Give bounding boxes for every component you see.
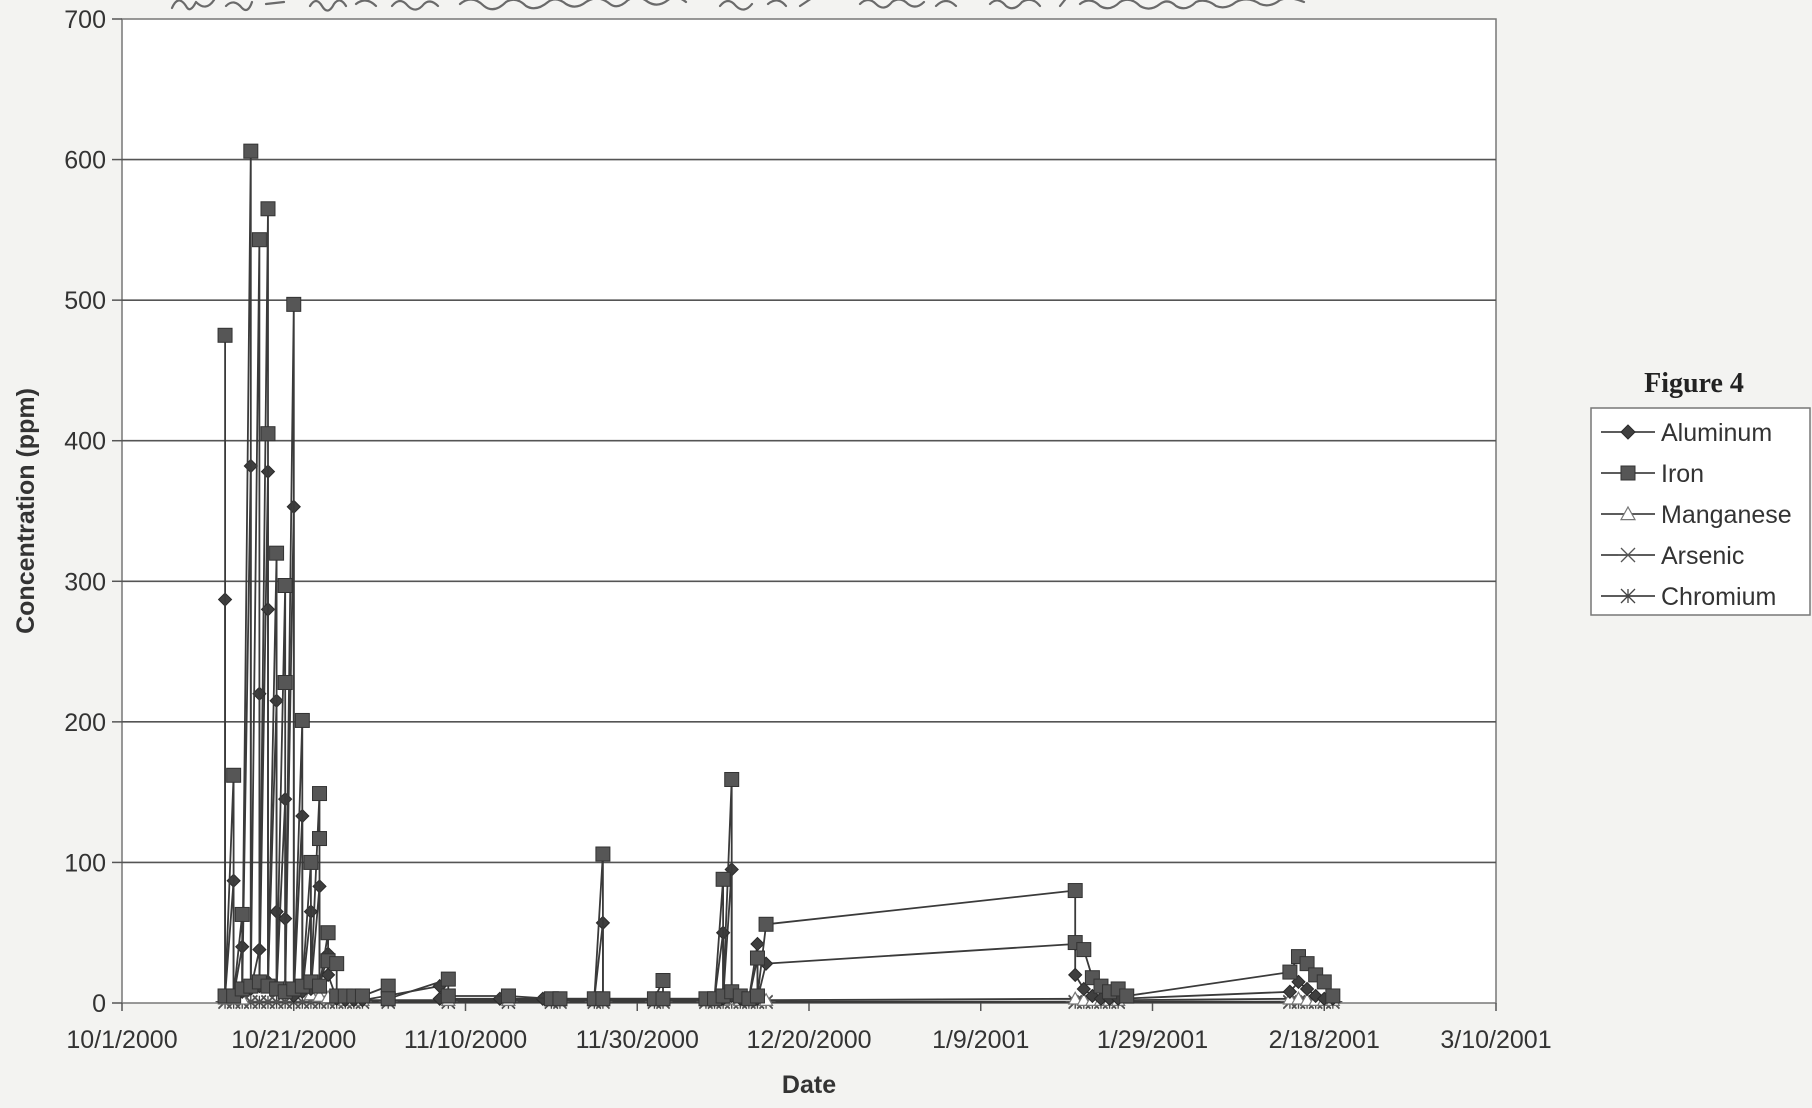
data-point-iron <box>749 950 765 966</box>
legend-marker <box>1620 588 1636 604</box>
data-point-iron <box>380 978 396 994</box>
y-tick-label: 700 <box>64 6 106 34</box>
data-point-iron <box>1299 956 1315 972</box>
series-iron <box>217 143 1341 1007</box>
legend-marker <box>1618 547 1638 563</box>
data-point-iron <box>1316 974 1332 990</box>
data-point-aluminum <box>1068 967 1083 983</box>
data-point-iron <box>277 578 293 594</box>
y-tick-label: 0 <box>92 990 106 1018</box>
y-tick-label: 200 <box>64 709 106 737</box>
data-point-aluminum <box>750 936 765 952</box>
data-point-manganese <box>1067 991 1083 1005</box>
x-axis-title: Date <box>782 1071 836 1099</box>
data-point-iron <box>1067 883 1083 899</box>
data-point-iron <box>1325 988 1341 1004</box>
y-tick-label: 500 <box>64 287 106 315</box>
data-point-iron <box>243 143 259 159</box>
series-layer <box>215 143 1343 1010</box>
x-tick-label: 1/29/2001 <box>1097 1026 1208 1054</box>
legend-label: Chromium <box>1661 583 1776 611</box>
legend-label: Iron <box>1661 460 1704 488</box>
data-point-iron <box>1076 942 1092 958</box>
data-point-iron <box>1119 988 1135 1004</box>
data-point-iron <box>260 201 276 217</box>
data-point-iron <box>655 973 671 989</box>
legend: Aluminum Iron Manganese Arsenic Chromium <box>1590 407 1811 616</box>
y-axis-title: Concentration (ppm) <box>12 388 40 634</box>
data-point-iron <box>234 906 250 922</box>
data-point-iron <box>303 854 319 870</box>
data-point-iron <box>286 296 302 312</box>
legend-label: Aluminum <box>1661 419 1772 447</box>
data-point-iron <box>217 327 233 343</box>
handwritten-caption <box>170 0 1306 12</box>
legend-marker <box>1619 505 1637 521</box>
labels: 0 100 200 300 400 500 600 700 10/1/2000 10/21/200… <box>12 6 1552 1099</box>
data-point-iron <box>226 767 242 783</box>
data-point-iron <box>595 991 611 1007</box>
axes <box>112 18 1497 1011</box>
data-point-iron <box>1282 964 1298 980</box>
data-point-iron <box>758 916 774 932</box>
data-point-iron <box>595 846 611 862</box>
data-point-aluminum <box>1282 984 1298 999</box>
plot-area <box>121 18 1497 1004</box>
data-point-iron <box>749 988 765 1004</box>
x-tick-label: 3/10/2001 <box>1440 1026 1551 1054</box>
legend-label: Manganese <box>1661 501 1792 529</box>
legend-item-chromium: Chromium <box>1601 583 1776 611</box>
data-point-manganese <box>1290 991 1307 1005</box>
data-point-iron <box>329 956 345 972</box>
data-point-aluminum <box>1299 981 1315 997</box>
y-tick-label: 100 <box>64 849 106 877</box>
data-point-iron <box>320 925 336 941</box>
data-point-aluminum <box>320 967 336 983</box>
y-tick-label: 300 <box>64 568 106 596</box>
x-tick-label: 11/30/2000 <box>576 1026 699 1054</box>
data-point-iron <box>312 786 328 802</box>
data-point-iron <box>269 545 285 561</box>
x-tick-label: 10/1/2000 <box>66 1026 177 1054</box>
data-point-iron <box>655 991 671 1007</box>
legend-item-aluminum: Aluminum <box>1601 419 1772 447</box>
data-point-iron <box>354 988 370 1004</box>
data-point-iron <box>251 232 267 248</box>
data-point-iron <box>552 991 568 1007</box>
legend-marker <box>1620 465 1636 481</box>
legend-item-arsenic: Arsenic <box>1601 542 1744 570</box>
data-point-iron <box>312 831 328 847</box>
data-point-manganese <box>311 988 328 1002</box>
legend-item-iron: Iron <box>1601 460 1704 488</box>
data-point-iron <box>500 988 516 1004</box>
data-point-iron <box>440 988 456 1004</box>
data-point-iron <box>294 712 310 728</box>
data-point-aluminum <box>1076 981 1092 997</box>
x-tick-label: 1/9/2001 <box>932 1026 1029 1054</box>
data-point-iron <box>715 871 731 887</box>
y-tick-label: 400 <box>64 428 106 456</box>
legend-item-manganese: Manganese <box>1601 501 1792 529</box>
legend-label: Arsenic <box>1661 542 1744 570</box>
x-tick-label: 12/20/2000 <box>746 1026 871 1054</box>
data-point-iron <box>312 978 328 994</box>
legend-title: Figure 4 <box>1644 368 1744 399</box>
data-point-iron <box>440 971 456 987</box>
data-point-iron <box>277 674 293 690</box>
x-tick-label: 10/21/2000 <box>231 1026 356 1054</box>
x-tick-label: 2/18/2001 <box>1269 1026 1380 1054</box>
legend-marker <box>1620 424 1636 440</box>
data-point-iron <box>724 771 740 787</box>
x-tick-label: 11/10/2000 <box>404 1026 527 1054</box>
gridlines <box>122 158 1496 864</box>
data-point-iron <box>260 426 276 442</box>
data-point-iron <box>380 991 396 1007</box>
y-tick-label: 600 <box>64 147 106 175</box>
